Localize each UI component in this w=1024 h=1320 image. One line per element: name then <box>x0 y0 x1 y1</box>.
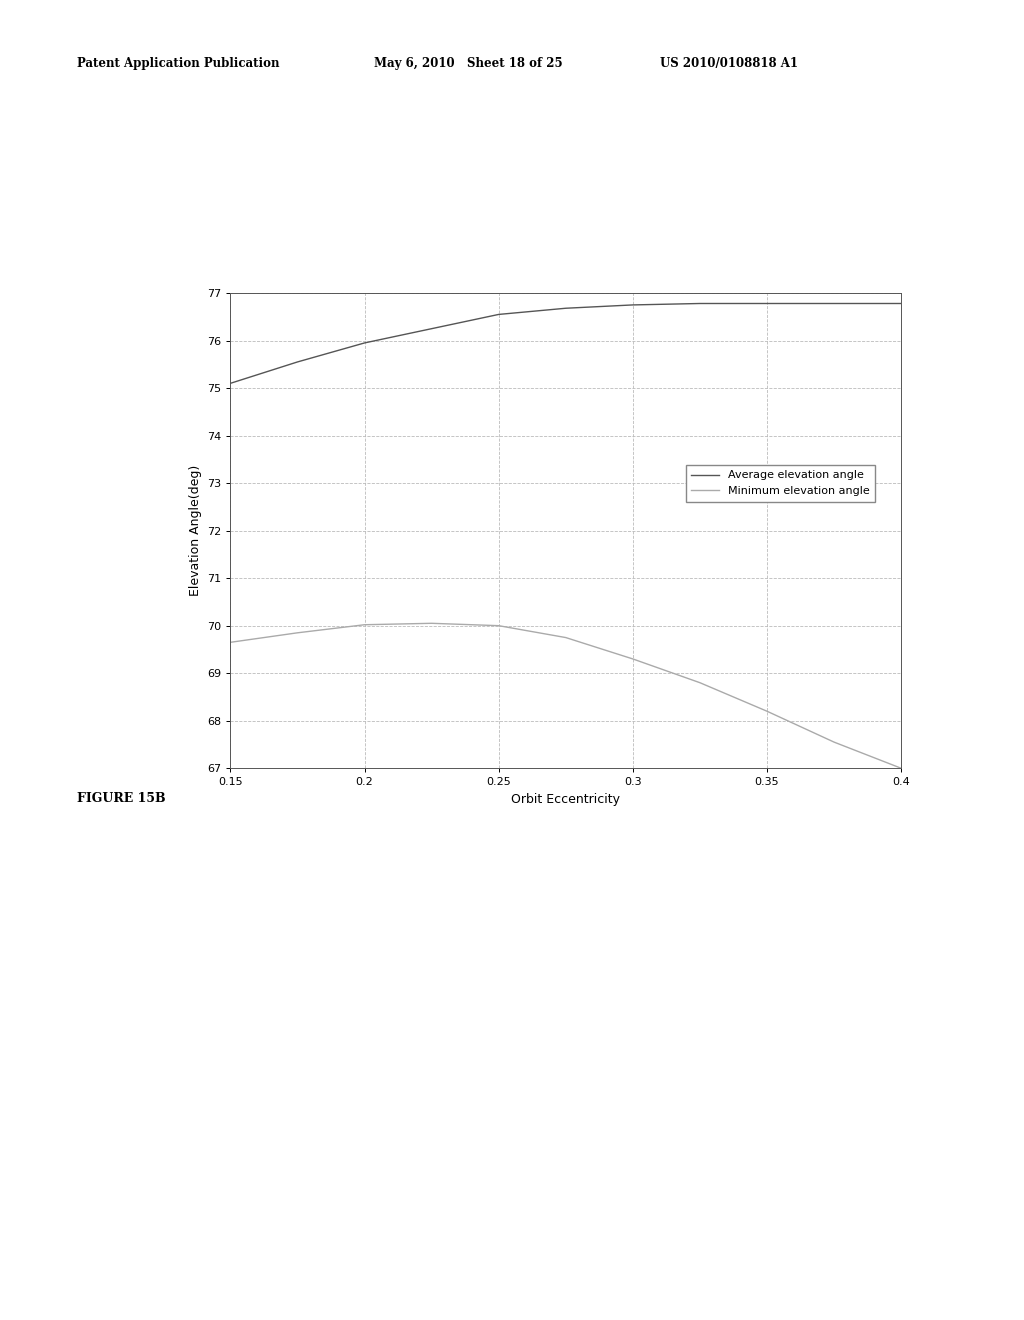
Text: US 2010/0108818 A1: US 2010/0108818 A1 <box>660 57 799 70</box>
Minimum elevation angle <box>426 615 438 631</box>
Minimum elevation angle <box>761 704 773 719</box>
Average elevation angle <box>827 296 840 312</box>
Minimum elevation angle <box>627 651 639 667</box>
Minimum elevation angle <box>560 630 572 645</box>
X-axis label: Orbit Eccentricity: Orbit Eccentricity <box>511 793 621 805</box>
Average elevation angle <box>560 301 572 317</box>
Minimum elevation angle <box>493 618 505 634</box>
Average elevation angle <box>358 335 371 351</box>
Text: May 6, 2010   Sheet 18 of 25: May 6, 2010 Sheet 18 of 25 <box>374 57 562 70</box>
Average elevation angle <box>895 296 907 312</box>
Average elevation angle <box>627 297 639 313</box>
Text: Patent Application Publication: Patent Application Publication <box>77 57 280 70</box>
Average elevation angle <box>426 321 438 337</box>
Minimum elevation angle <box>827 734 840 750</box>
Line: Average elevation angle: Average elevation angle <box>230 304 901 383</box>
Y-axis label: Elevation Angle(deg): Elevation Angle(deg) <box>188 465 202 597</box>
Minimum elevation angle <box>224 635 237 651</box>
Line: Minimum elevation angle: Minimum elevation angle <box>230 623 901 768</box>
Minimum elevation angle <box>358 616 371 632</box>
Minimum elevation angle <box>694 675 707 690</box>
Average elevation angle <box>761 296 773 312</box>
Minimum elevation angle <box>291 624 303 640</box>
Minimum elevation angle <box>895 760 907 776</box>
Average elevation angle <box>224 375 237 391</box>
Average elevation angle <box>694 296 707 312</box>
Text: FIGURE 15B: FIGURE 15B <box>77 792 166 805</box>
Legend: Average elevation angle, Minimum elevation angle: Average elevation angle, Minimum elevati… <box>686 465 876 502</box>
Average elevation angle <box>291 354 303 370</box>
Average elevation angle <box>493 306 505 322</box>
